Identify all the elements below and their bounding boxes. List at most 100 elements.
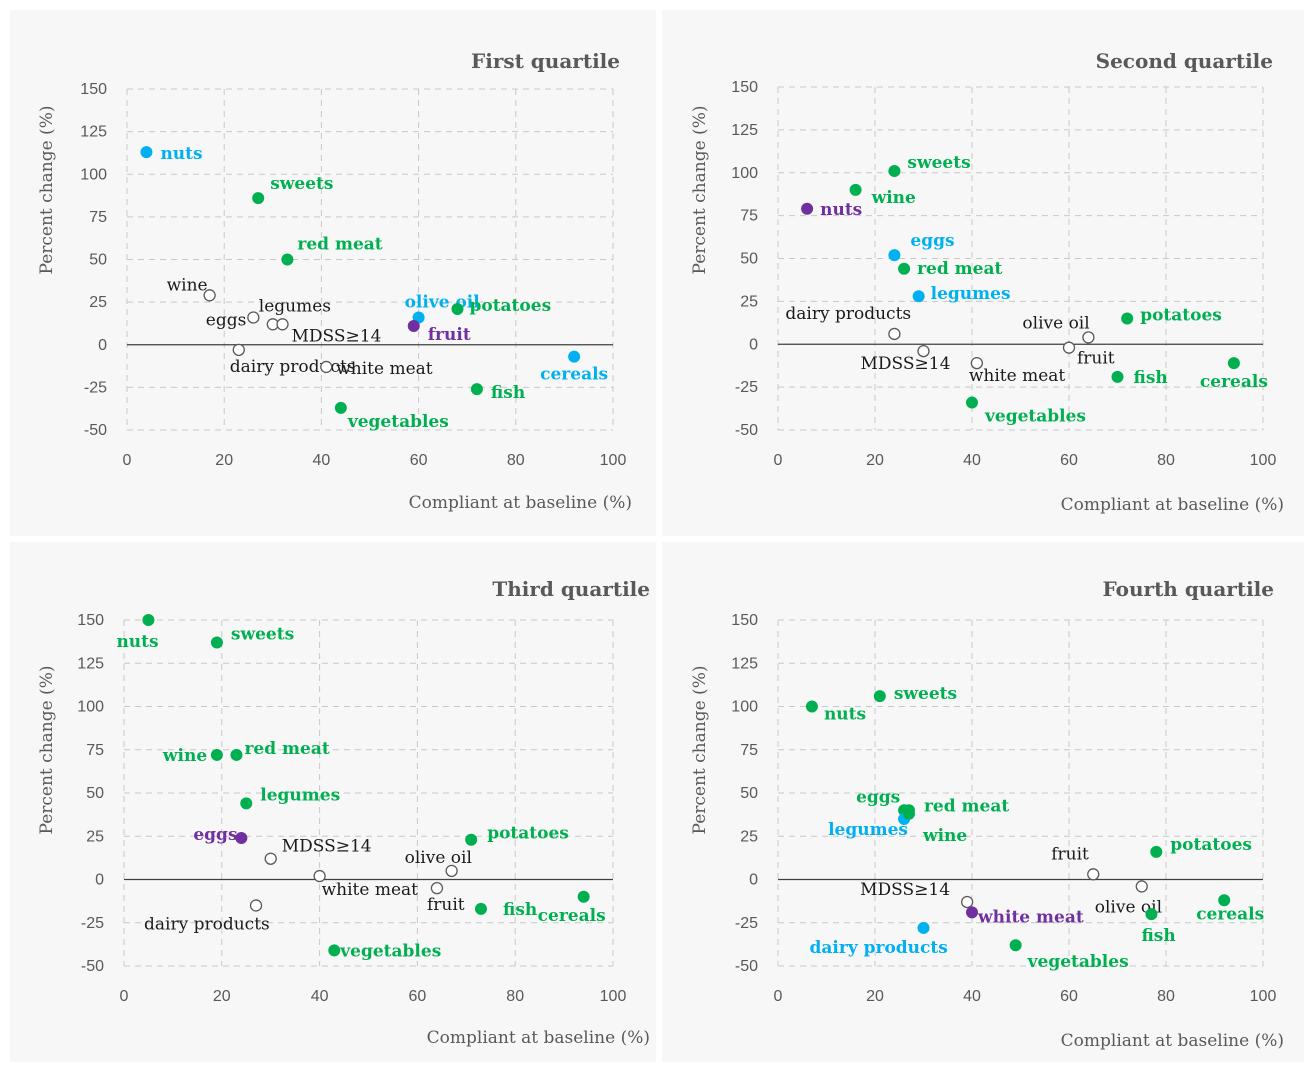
data-point-cereals	[1227, 357, 1240, 370]
data-point-white-meat	[966, 906, 978, 919]
point-label: fish	[491, 383, 525, 403]
point-label: sweets	[270, 174, 333, 194]
data-point-sweets	[888, 165, 901, 178]
y-tick-label: 100	[77, 699, 104, 716]
gridlines	[123, 619, 614, 967]
x-tick-label: 80	[1157, 988, 1175, 1005]
data-point-fruit	[1062, 341, 1076, 354]
data-point-cereals	[577, 890, 590, 903]
chart-title: Second quartile	[1096, 49, 1273, 73]
y-tick-label: 100	[731, 165, 758, 182]
data-point-olive-oil	[1082, 331, 1095, 344]
y-axis-label: Percent change (%)	[690, 106, 710, 275]
y-axis-label: Percent change (%)	[690, 666, 710, 835]
data-point-nuts	[142, 614, 155, 626]
data-point-cereals	[568, 350, 581, 363]
x-tick-label: 40	[963, 452, 981, 469]
point-label: MDSS≥14	[282, 837, 372, 857]
point-label: white meat	[977, 907, 1084, 927]
y-tick-label: -25	[81, 915, 104, 932]
chart-title: First quartile	[471, 49, 620, 73]
point-label: wine	[167, 275, 208, 295]
x-tick-label: 100	[1250, 988, 1277, 1005]
data-point-mdss-14	[917, 344, 930, 358]
y-tick-label: 25	[89, 294, 107, 311]
data-point-white-meat	[320, 360, 333, 374]
data-point-dairy-products	[249, 899, 263, 912]
point-label: fish	[1134, 368, 1168, 388]
y-tick-label: -50	[735, 958, 758, 975]
data-point-eggs	[888, 249, 901, 262]
y-tick-label: 125	[731, 655, 758, 672]
data-point-olive-oil	[1135, 880, 1148, 893]
point-label: fruit	[427, 895, 465, 915]
data-points: nuts sweets wine red meat legumes eggs MDSS≥14…	[116, 614, 606, 961]
data-point-sweets	[210, 636, 223, 649]
gridlines	[777, 86, 1264, 431]
x-tick-label: 20	[213, 988, 231, 1005]
point-label: olive oil	[1022, 313, 1089, 333]
point-label: red meat	[297, 235, 382, 255]
y-tick-label: 75	[740, 742, 758, 759]
point-label: legumes	[259, 296, 331, 316]
point-label: fruit	[1077, 349, 1115, 369]
point-label: white meat	[336, 359, 433, 379]
point-label: legumes	[828, 820, 908, 840]
x-tick-label: 80	[506, 988, 524, 1005]
x-tick-label: 60	[409, 988, 427, 1005]
data-point-olive-oil	[445, 864, 458, 878]
data-point-dairy-products	[232, 343, 245, 357]
data-point-potatoes	[1150, 845, 1163, 858]
x-tick-label: 40	[311, 988, 329, 1005]
point-label: dairy products	[144, 914, 270, 934]
y-tick-label: 150	[731, 612, 758, 629]
y-tick-label: 50	[89, 252, 107, 269]
scatter-chart-third-quartile: -50 -25 0 25 50 75 100 125 150 0 20 40 60 80 100 Third …	[37, 577, 650, 1048]
data-point-eggs	[247, 311, 260, 324]
point-label: sweets	[231, 624, 294, 644]
data-point-mdss-14	[276, 318, 289, 331]
data-point-wine	[902, 807, 915, 820]
scatter-chart-fourth-quartile: -50 -25 0 25 50 75 100 125 150 0 20 40 60 80 100 Fourth…	[690, 577, 1284, 1051]
point-label: olive oil	[1095, 897, 1162, 917]
panel-fourth-quartile: -50 -25 0 25 50 75 100 125 150 0 20 40 60 80 100 Fourth…	[662, 542, 1304, 1062]
chart-title: Fourth quartile	[1103, 577, 1274, 601]
data-point-red-meat	[898, 262, 911, 275]
data-point-potatoes	[1121, 312, 1134, 325]
data-point-vegetables	[328, 944, 341, 957]
point-label: MDSS≥14	[292, 326, 382, 346]
data-point-eggs	[235, 831, 248, 844]
data-point-nuts	[801, 202, 814, 215]
point-label: olive oil	[405, 848, 472, 868]
data-point-white-meat	[313, 869, 326, 883]
y-tick-label: 50	[86, 785, 104, 802]
panel-first-quartile: -50 -25 0 25 50 75 100 125 150 0 20 40 60 80 100 First …	[10, 10, 656, 536]
y-tick-label: 75	[86, 742, 104, 759]
data-point-nuts	[805, 700, 818, 713]
point-label: eggs	[206, 310, 247, 330]
chart-title: Third quartile	[492, 577, 650, 601]
y-tick-label: 75	[89, 209, 107, 226]
y-tick-label: 50	[740, 251, 758, 268]
y-axis-label: Percent change (%)	[37, 106, 57, 275]
point-label: potatoes	[487, 824, 569, 844]
data-point-wine	[849, 183, 862, 196]
data-point-red-meat	[230, 748, 243, 761]
data-point-legumes	[912, 290, 925, 303]
point-label: nuts	[824, 705, 866, 725]
y-tick-label: 100	[731, 699, 758, 716]
data-point-potatoes	[465, 833, 478, 846]
point-label: sweets	[907, 153, 970, 173]
data-point-potatoes	[451, 302, 464, 315]
y-tick-label: 125	[77, 655, 104, 672]
x-tick-label: 0	[120, 988, 129, 1005]
point-label: potatoes	[1140, 306, 1222, 326]
data-point-vegetables	[334, 401, 347, 414]
point-label: cereals	[1196, 904, 1264, 924]
point-label: eggs	[193, 825, 237, 845]
panel-second-quartile: -50 -25 0 25 50 75 100 125 150 0 20 40 60 80 100 Second…	[662, 10, 1304, 536]
data-point-wine	[210, 748, 223, 761]
y-tick-label: -50	[735, 422, 758, 439]
point-label: fruit	[1051, 844, 1089, 864]
x-tick-label: 0	[123, 452, 132, 469]
